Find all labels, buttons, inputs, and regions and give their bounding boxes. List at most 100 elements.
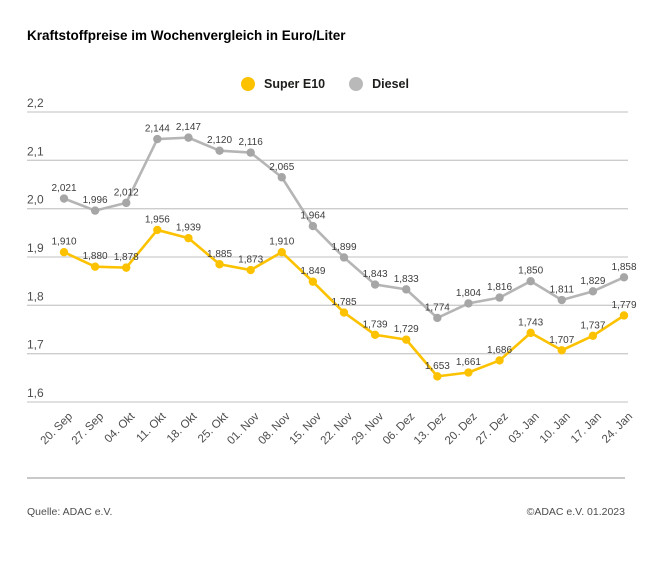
value-label-diesel: 1,833 [394, 274, 419, 285]
data-point-super-e10 [59, 247, 69, 257]
x-tick-label: 11. Okt [134, 410, 169, 445]
y-tick-label: 2,0 [27, 193, 44, 207]
value-label-diesel: 1,850 [518, 266, 543, 277]
chart-legend: Super E10 Diesel [0, 77, 650, 91]
data-point-diesel [402, 285, 411, 294]
value-label-diesel: 1,996 [83, 195, 108, 206]
data-point-diesel [153, 134, 162, 144]
value-label-super-e10: 1,956 [145, 214, 170, 225]
value-label-super-e10: 1,910 [269, 237, 294, 248]
x-tick-label: 15. Nov [287, 410, 324, 447]
page-title: Kraftstoffpreise im Wochenvergleich in E… [27, 28, 346, 43]
value-label-super-e10: 1,653 [425, 361, 450, 372]
value-label-super-e10: 1,707 [549, 335, 574, 346]
data-point-super-e10 [184, 233, 193, 243]
data-point-diesel [464, 299, 473, 308]
data-point-super-e10 [619, 311, 629, 320]
value-label-super-e10: 1,873 [238, 255, 263, 266]
x-tick-label: 29. Nov [350, 410, 387, 447]
value-label-super-e10: 1,743 [518, 317, 543, 328]
value-label-diesel: 1,804 [456, 288, 481, 299]
data-point-super-e10 [402, 335, 411, 344]
y-axis-tick-labels: 2,2 2,1 2,0 1,9 1,8 1,7 1,6 [27, 96, 44, 400]
data-point-diesel [246, 148, 255, 157]
data-point-diesel [277, 173, 286, 182]
value-label-diesel: 1,816 [487, 282, 512, 293]
value-label-super-e10: 1,779 [611, 300, 636, 311]
value-label-diesel: 2,144 [145, 124, 170, 135]
value-label-super-e10: 1,910 [51, 237, 76, 248]
y-tick-label: 2,1 [27, 144, 44, 158]
value-label-super-e10: 1,686 [487, 345, 512, 356]
data-point-super-e10 [339, 308, 349, 317]
value-label-super-e10: 1,885 [207, 249, 232, 260]
data-point-super-e10 [495, 356, 504, 365]
value-label-super-e10: 1,939 [176, 223, 201, 234]
legend-item-super-e10: Super E10 [241, 77, 325, 91]
value-label-super-e10: 1,785 [331, 297, 356, 308]
value-label-diesel: 2,120 [207, 135, 232, 146]
data-point-diesel [90, 206, 100, 215]
data-point-diesel [588, 287, 598, 296]
x-tick-label: 03. Jan [507, 411, 542, 446]
data-point-super-e10 [90, 262, 100, 271]
data-point-diesel [339, 253, 349, 262]
x-tick-label: 27. Dez [474, 410, 511, 447]
x-tick-label: 06. Dez [381, 410, 418, 447]
super-e10-marker-icon [241, 77, 255, 91]
x-tick-label: 04. Okt [103, 410, 138, 445]
data-point-super-e10 [122, 263, 131, 272]
data-point-super-e10 [464, 368, 473, 377]
value-label-diesel: 1,899 [331, 242, 356, 253]
legend-label-super-e10: Super E10 [264, 77, 326, 91]
y-tick-label: 1,6 [27, 386, 44, 400]
x-tick-label: 08. Nov [256, 410, 293, 447]
x-tick-label: 20. Sep [39, 411, 76, 448]
data-point-diesel [184, 133, 193, 142]
data-point-super-e10 [246, 265, 255, 275]
data-point-diesel [526, 276, 535, 286]
diesel-marker-icon [349, 77, 364, 91]
y-tick-label: 2,2 [27, 96, 44, 110]
value-label-diesel: 1,774 [425, 302, 450, 313]
value-label-diesel: 2,065 [269, 162, 294, 173]
y-tick-label: 1,8 [27, 289, 44, 303]
data-point-super-e10 [277, 247, 286, 257]
data-point-diesel [308, 221, 318, 231]
data-point-diesel [59, 194, 69, 203]
data-point-super-e10 [557, 346, 566, 355]
data-point-diesel [433, 313, 442, 323]
x-tick-label: 24. Jan [600, 411, 635, 446]
data-point-diesel [122, 198, 131, 208]
value-label-diesel: 2,021 [51, 183, 76, 194]
x-tick-label: 01. Nov [225, 410, 262, 447]
value-label-diesel: 1,829 [580, 276, 605, 287]
value-label-diesel: 1,811 [550, 285, 575, 296]
value-label-diesel: 2,147 [176, 122, 201, 133]
data-point-diesel [495, 293, 504, 302]
x-tick-label: 20. Dez [443, 410, 480, 447]
value-label-diesel: 1,964 [300, 211, 325, 222]
series-diesel: 2,021 1,996 2,012 2,144 2,147 2,120 2,116 2,065… [51, 122, 637, 323]
data-point-super-e10 [153, 225, 162, 235]
data-point-diesel [215, 146, 224, 155]
value-label-diesel: 2,012 [114, 187, 139, 198]
data-point-super-e10 [370, 330, 380, 340]
value-label-diesel: 1,858 [611, 262, 636, 273]
x-tick-label: 22. Nov [319, 410, 356, 447]
y-tick-label: 1,7 [27, 338, 44, 352]
legend-item-diesel: Diesel [349, 77, 409, 91]
data-point-diesel [370, 280, 380, 289]
value-label-diesel: 2,116 [239, 137, 264, 148]
value-label-super-e10: 1,737 [580, 320, 605, 331]
x-tick-label: 13. Dez [412, 410, 449, 447]
value-label-super-e10: 1,739 [363, 319, 388, 330]
data-point-diesel [619, 273, 629, 282]
value-label-super-e10: 1,878 [114, 252, 139, 263]
value-label-super-e10: 1,729 [394, 324, 419, 335]
footer-divider [27, 477, 625, 479]
data-point-diesel [557, 295, 566, 305]
